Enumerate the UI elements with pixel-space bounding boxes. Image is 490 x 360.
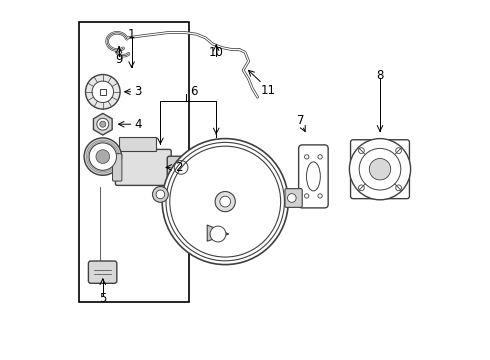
Text: 11: 11 <box>261 84 276 96</box>
Polygon shape <box>94 113 112 135</box>
FancyBboxPatch shape <box>116 149 171 185</box>
Circle shape <box>210 226 226 242</box>
Circle shape <box>305 194 309 198</box>
Circle shape <box>215 192 235 212</box>
Text: 5: 5 <box>99 292 106 305</box>
Circle shape <box>288 194 296 202</box>
Circle shape <box>359 185 364 191</box>
Text: 6: 6 <box>190 85 197 98</box>
Text: 2: 2 <box>175 161 182 174</box>
Bar <box>79 22 189 302</box>
Circle shape <box>162 139 288 265</box>
Circle shape <box>318 194 322 198</box>
Polygon shape <box>207 225 229 241</box>
FancyBboxPatch shape <box>298 145 328 208</box>
FancyBboxPatch shape <box>113 154 122 181</box>
Circle shape <box>318 155 322 159</box>
Text: 7: 7 <box>297 114 305 127</box>
Circle shape <box>349 139 411 200</box>
Circle shape <box>100 121 106 127</box>
Text: 9: 9 <box>115 53 123 66</box>
Text: 1: 1 <box>128 28 135 41</box>
Circle shape <box>396 185 401 191</box>
Circle shape <box>305 155 309 159</box>
Circle shape <box>97 118 109 130</box>
Circle shape <box>396 148 401 153</box>
Circle shape <box>156 190 165 199</box>
Circle shape <box>96 150 110 163</box>
FancyBboxPatch shape <box>285 189 302 207</box>
Circle shape <box>86 75 120 109</box>
Text: 3: 3 <box>134 85 142 98</box>
FancyBboxPatch shape <box>350 140 410 199</box>
Circle shape <box>369 158 391 180</box>
Circle shape <box>152 186 169 202</box>
Circle shape <box>84 138 122 175</box>
Circle shape <box>92 81 114 103</box>
Text: 4: 4 <box>134 118 142 131</box>
Circle shape <box>89 143 117 170</box>
Text: 8: 8 <box>376 69 384 82</box>
Bar <box>119 137 155 151</box>
Text: 10: 10 <box>209 46 223 59</box>
Circle shape <box>220 196 231 207</box>
Circle shape <box>359 148 364 153</box>
FancyBboxPatch shape <box>88 261 117 283</box>
FancyBboxPatch shape <box>167 156 195 179</box>
Bar <box>100 89 105 94</box>
